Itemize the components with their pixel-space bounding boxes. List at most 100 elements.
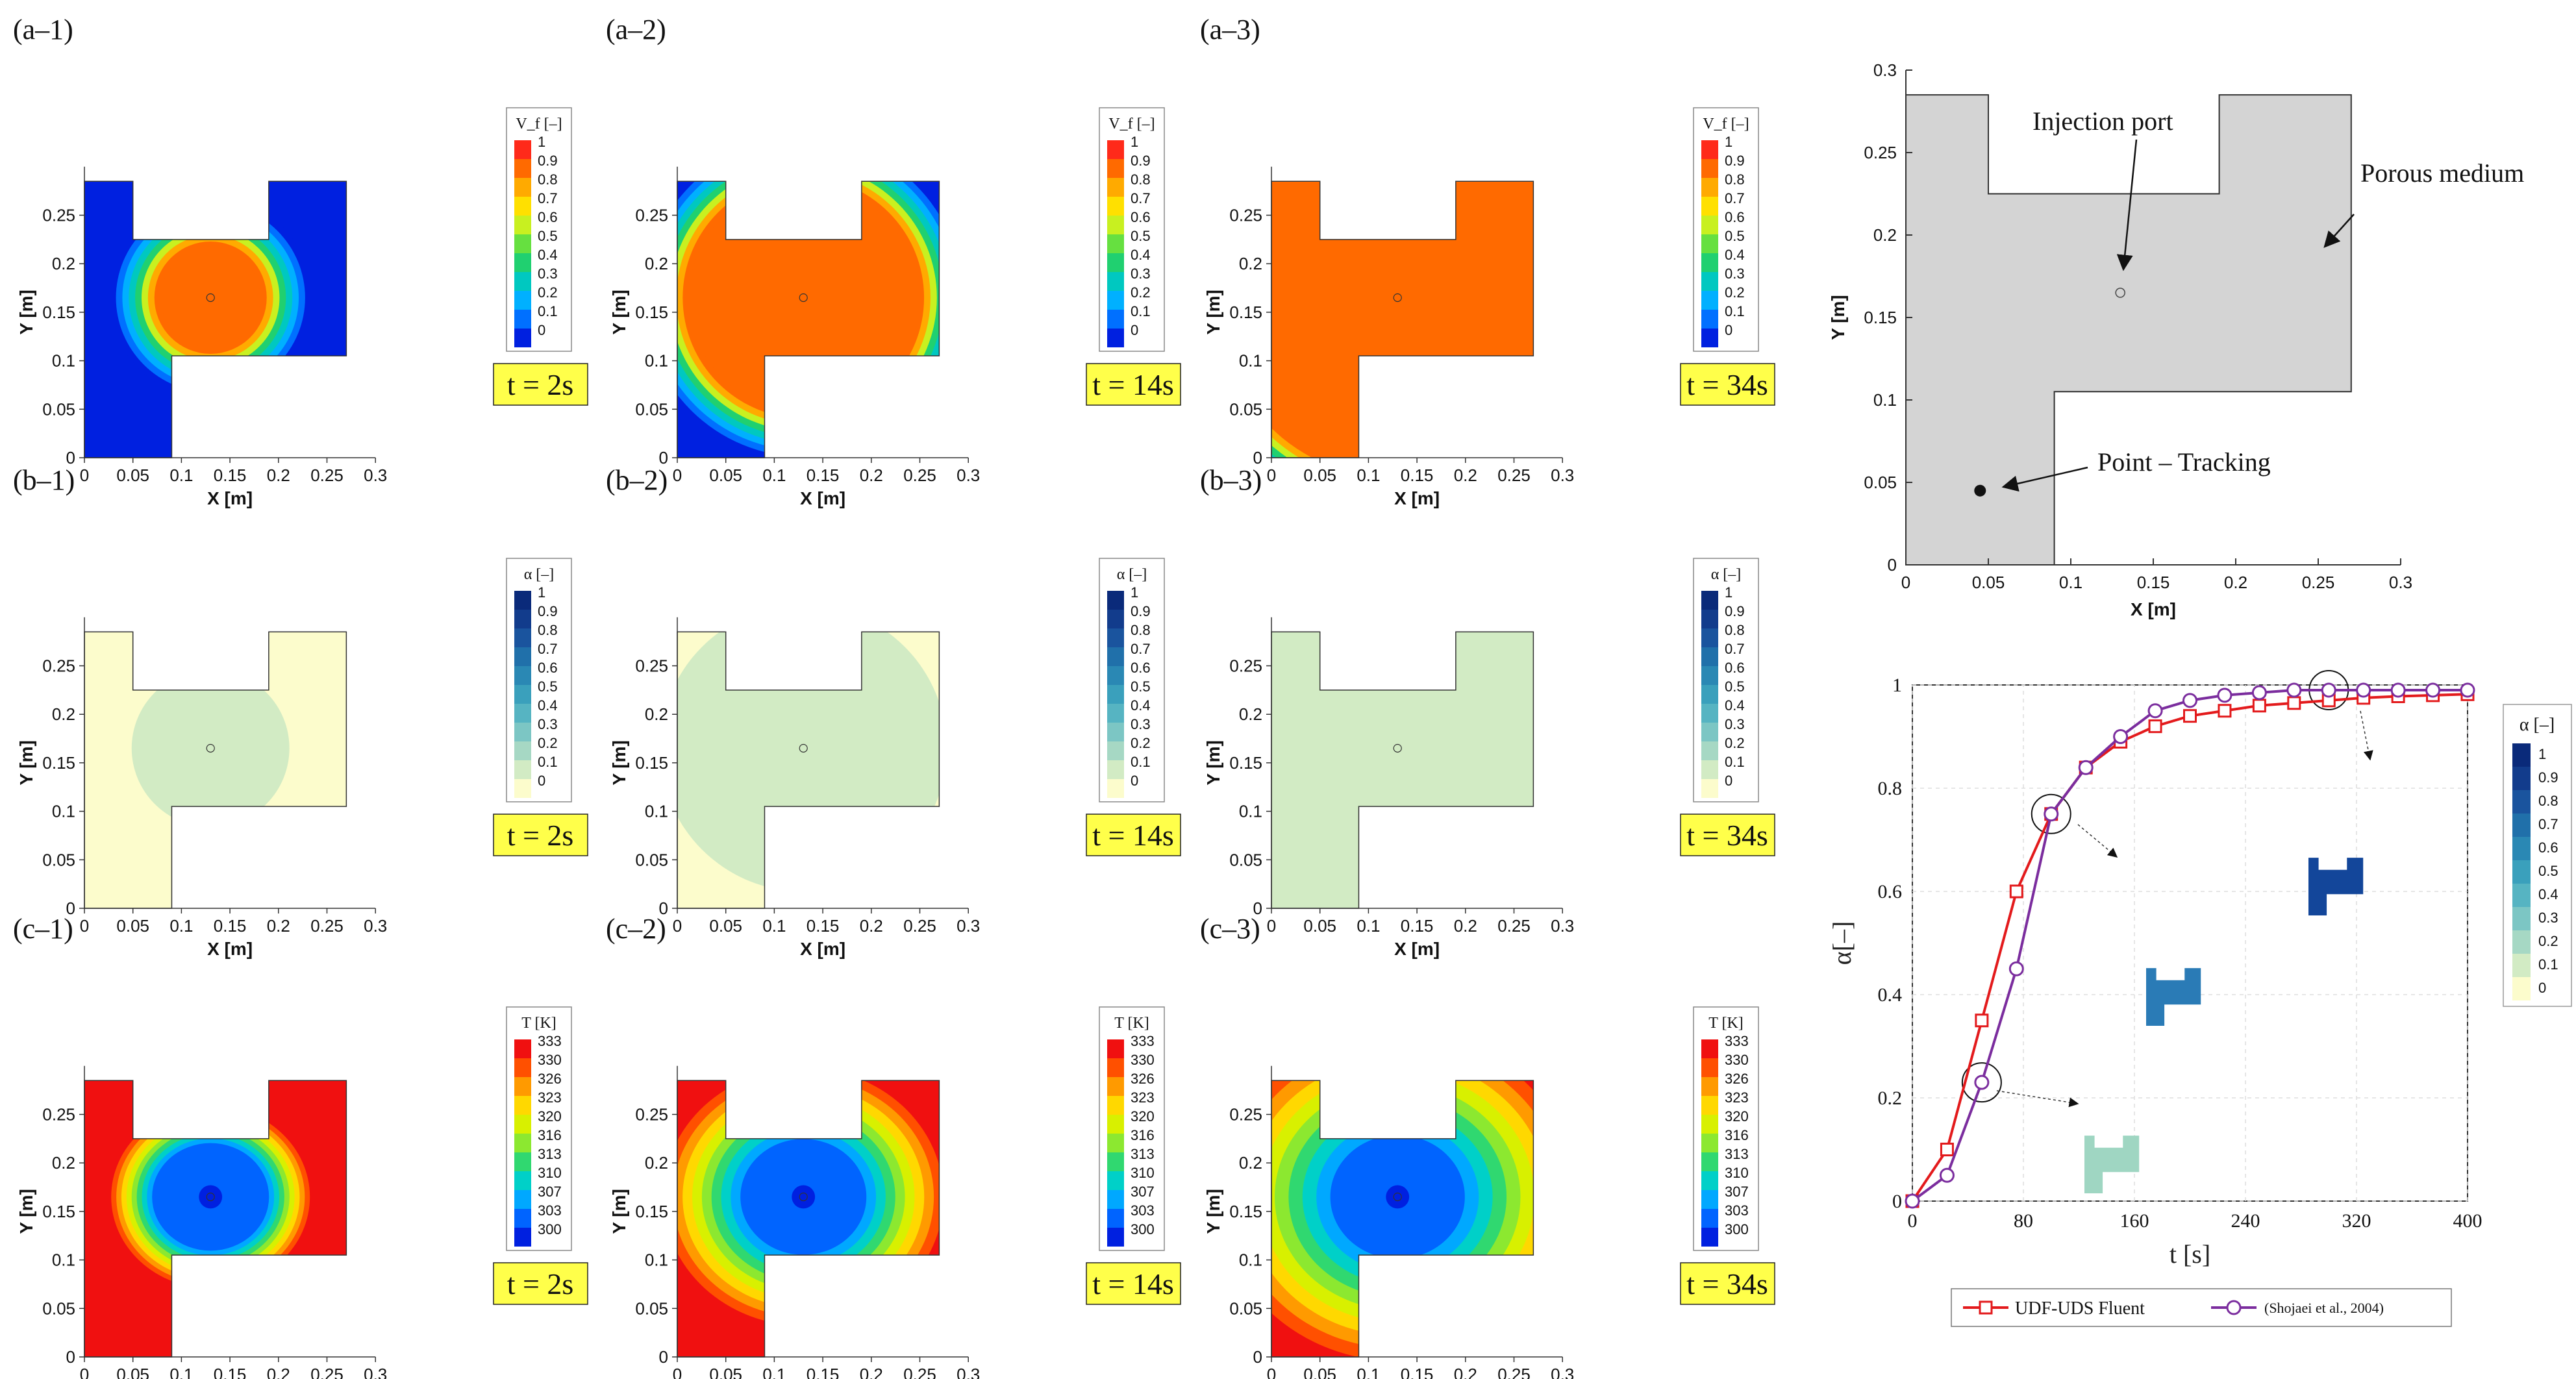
time-badge <box>1086 814 1181 856</box>
y-axis-label: Y [m] <box>609 290 629 335</box>
y-tick-label: 0.2 <box>645 704 668 724</box>
inset-colorbar-swatch <box>2512 837 2531 860</box>
legend-marker-2 <box>2226 1300 2242 1315</box>
contour-field <box>677 1080 940 1357</box>
panel-label: (b–2) <box>606 464 668 496</box>
series-1-point <box>2009 884 2023 899</box>
inset-colorbar-swatch <box>2512 884 2531 907</box>
x-tick-label: 0.05 <box>709 1365 742 1379</box>
colorbar-swatch <box>514 647 531 666</box>
colorbar-tick: 0.9 <box>538 603 558 619</box>
geo-x-tick-label: 0.15 <box>2137 573 2170 592</box>
colorbar-tick: 0.7 <box>538 641 558 657</box>
colorbar-tick: 0.5 <box>1131 228 1151 244</box>
x-tick-label: 0.05 <box>709 466 742 485</box>
colorbar-title: V_f [–] <box>516 116 562 132</box>
geo-x-tick-label: 0 <box>1901 573 1910 592</box>
y-axis-label: Y [m] <box>1203 1189 1223 1234</box>
x-tick-label: 0.15 <box>1401 1365 1434 1379</box>
colorbar-swatch <box>1701 234 1718 253</box>
x-axis-label: X [m] <box>207 488 253 508</box>
chart-y-tick-label: 0.2 <box>1878 1087 1903 1109</box>
x-axis-label: X [m] <box>1394 488 1440 508</box>
chart-x-tick-label: 80 <box>2014 1210 2033 1232</box>
contour-panel-4: (b–1) 0 0.05 0.1 0.15 0.2 0.25 0.3 0 0.05 0.1 0.15 0… <box>13 464 588 959</box>
colorbar-tick: 0.9 <box>1725 603 1745 619</box>
colorbar-swatch <box>1701 591 1718 610</box>
x-tick-label: 0 <box>1267 466 1276 485</box>
injection-marker <box>799 1192 808 1202</box>
contour-panel-3: (a–3) 0 0.05 0.1 0.15 0.2 0.25 0.3 0 0.05 0.1 0.15 0… <box>1200 14 1775 508</box>
colorbar-tick: 0.5 <box>1725 228 1745 244</box>
colorbar-tick: 0.8 <box>538 171 558 188</box>
colorbar-swatch <box>514 610 531 628</box>
panel-label: (a–1) <box>13 14 73 45</box>
alpha-region <box>677 632 940 892</box>
contour-field <box>1271 181 1534 458</box>
colorbar-swatch <box>1107 610 1124 628</box>
x-tick-label: 0.3 <box>364 916 387 936</box>
colorbar-tick: 323 <box>538 1089 562 1106</box>
y-tick-label: 0.25 <box>1229 206 1262 225</box>
panel-label: (c–3) <box>1200 913 1260 945</box>
geometry-panel: 0 0.05 0.1 0.15 0.2 0.25 0.3 0 0.05 0.1 0.15 0.2 0.2… <box>1828 60 2524 619</box>
time-badge <box>493 363 588 406</box>
colorbar-swatch <box>1701 197 1718 216</box>
y-tick-label: 0.05 <box>42 850 75 869</box>
legend-label-2: (Shojaei et al., 2004) <box>2264 1300 2384 1316</box>
domain-outline <box>84 1080 347 1358</box>
y-tick-label: 0 <box>659 448 668 467</box>
x-tick-label: 0.25 <box>903 1365 936 1379</box>
y-tick-label: 0.05 <box>42 399 75 419</box>
injection-marker <box>1393 743 1402 753</box>
colorbar-tick: 0.5 <box>538 678 558 695</box>
colorbar-tick: 0.1 <box>538 303 558 319</box>
inset-cure-state-3 <box>2308 858 2364 915</box>
chart-y-tick-label: 0.8 <box>1878 778 1903 799</box>
injection-port-annotation: Injection port <box>2032 106 2173 136</box>
point-tracking-annotation: Point – Tracking <box>2097 447 2271 477</box>
colorbar-swatch <box>1701 291 1718 310</box>
colorbar-swatch <box>1701 216 1718 234</box>
colorbar-swatch <box>514 1152 531 1171</box>
y-tick-label: 0.05 <box>635 850 668 869</box>
y-tick-label: 0.2 <box>52 1153 75 1173</box>
colorbar-title: α [–] <box>1117 566 1147 583</box>
geo-x-tick-label: 0.2 <box>2224 573 2247 592</box>
x-tick-label: 0.3 <box>957 1365 980 1379</box>
colorbar-swatch <box>1701 723 1718 741</box>
series-2-point <box>2321 682 2336 698</box>
x-tick-label: 0.1 <box>1357 916 1380 936</box>
chart-y-tick-label: 0.6 <box>1878 881 1903 902</box>
temperature-core <box>199 1185 223 1209</box>
alpha-region <box>1271 632 1534 908</box>
y-tick-label: 0.1 <box>52 802 75 821</box>
series-1-point <box>1940 1143 1954 1156</box>
colorbar-tick: 300 <box>1725 1221 1749 1237</box>
colorbar-swatch <box>1107 760 1124 779</box>
geo-y-tick-label: 0.2 <box>1873 225 1897 245</box>
series-2-point <box>2251 685 2267 701</box>
colorbar-swatch <box>1701 272 1718 291</box>
x-tick-label: 0.2 <box>267 1365 290 1379</box>
geo-x-label: X [m] <box>2131 599 2176 619</box>
colorbar-swatch <box>1107 591 1124 610</box>
y-tick-label: 0.15 <box>635 1202 668 1221</box>
vf-filled-region <box>160 247 260 348</box>
chart-x-tick-label: 0 <box>1908 1210 1918 1232</box>
colorbar-swatch <box>1701 253 1718 272</box>
legend-marker-1 <box>1979 1300 1993 1315</box>
panel-label: (c–2) <box>606 913 666 945</box>
colorbar-tick: 313 <box>1131 1146 1155 1162</box>
inset-colorbar-tick: 0.6 <box>2538 839 2558 856</box>
series-2-point <box>2425 682 2441 698</box>
tracking-point <box>1974 484 1986 497</box>
y-tick-label: 0 <box>66 1347 75 1367</box>
colorbar-tick: 0.9 <box>1725 153 1745 169</box>
colorbar-swatch <box>514 1058 531 1077</box>
inset-colorbar-swatch <box>2512 814 2531 837</box>
contour-field <box>677 632 940 908</box>
y-tick-label: 0 <box>659 899 668 918</box>
y-tick-label: 0.25 <box>42 656 75 676</box>
series-2-point <box>2217 688 2232 703</box>
